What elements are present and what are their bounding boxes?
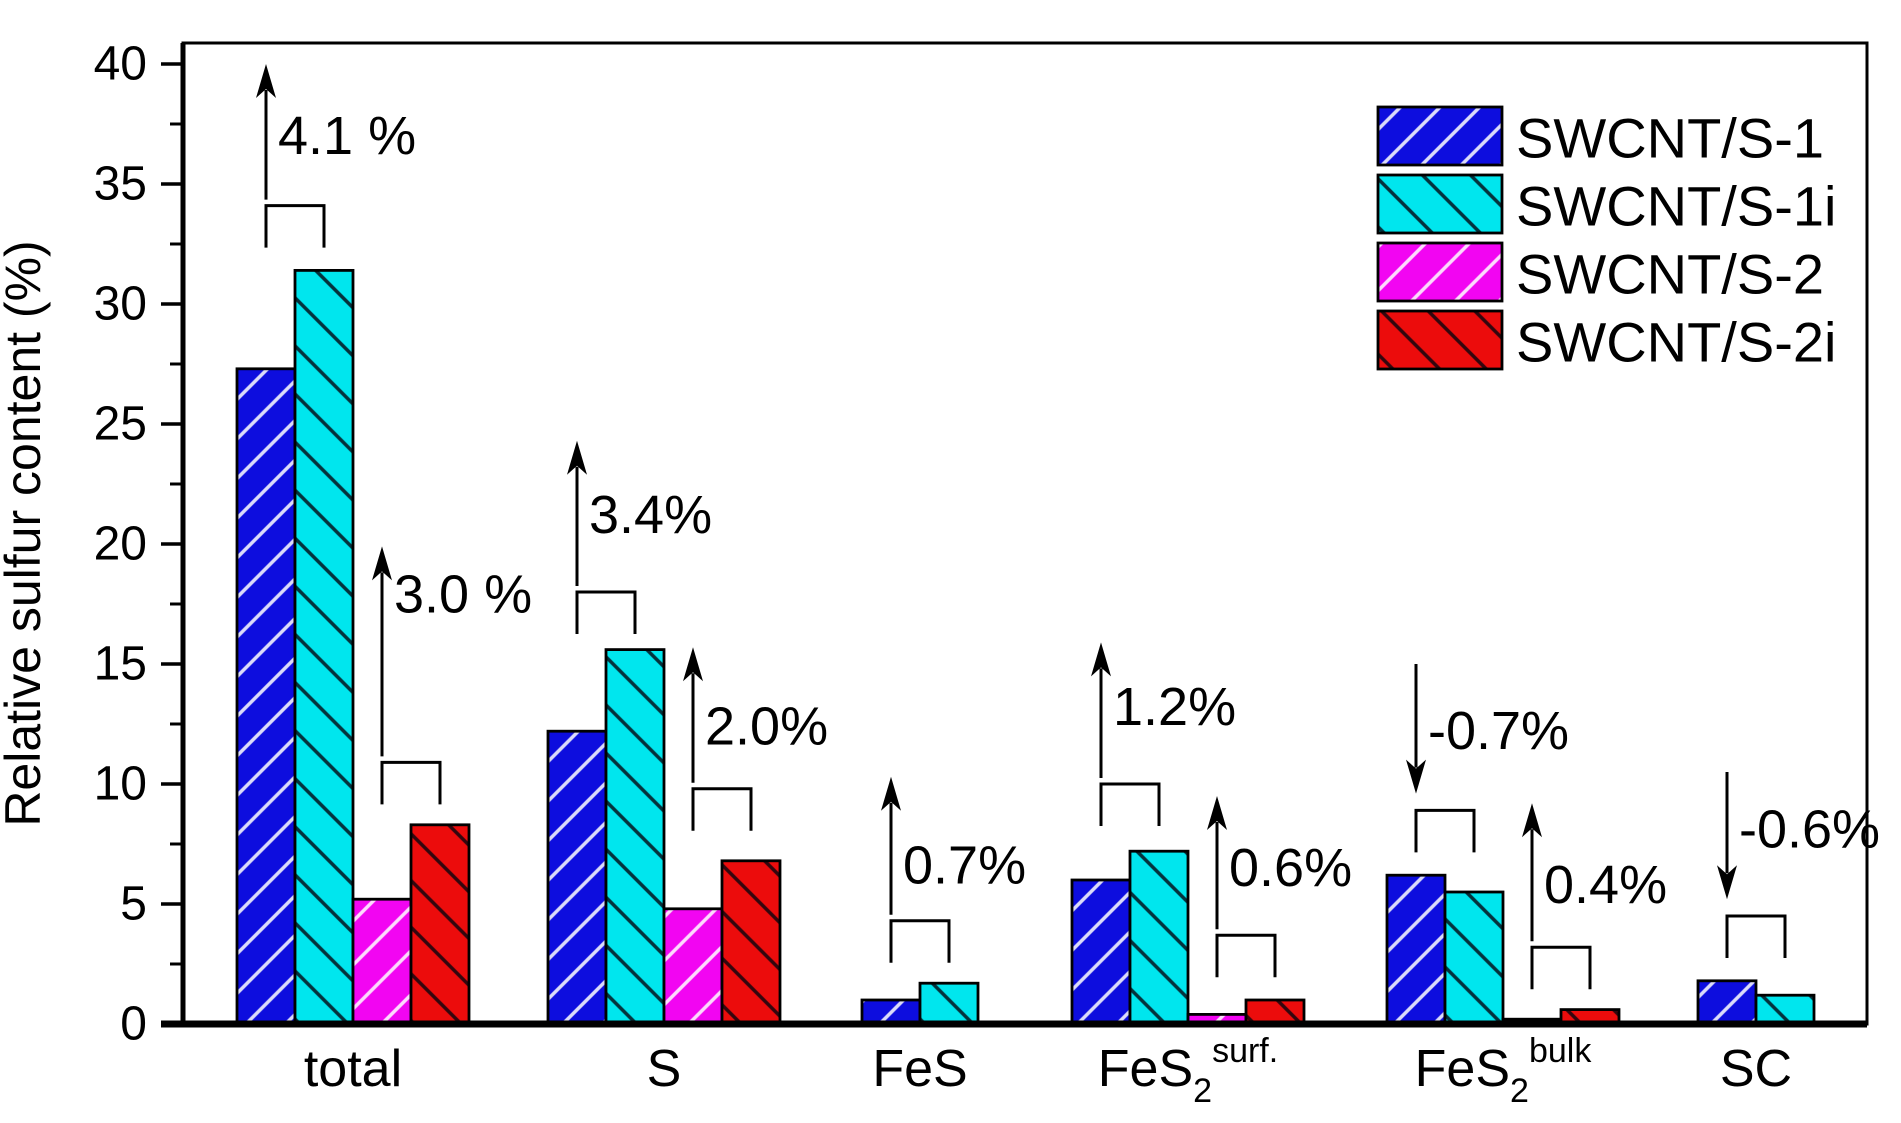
annotation-label: 0.7% (903, 836, 1026, 896)
annotation-bracket (1725, 914, 1787, 958)
annotation-label: 3.0 % (394, 564, 532, 624)
legend-swatch-swcnt-s-2i (1376, 309, 1504, 371)
y-tick-label: 30 (94, 278, 147, 331)
x-category-label-fes: FeS (872, 1040, 967, 1098)
bar-swcnt-s-1i-cat4 (1443, 890, 1505, 1026)
legend-label: SWCNT/S-1 (1516, 107, 1824, 170)
bar-swcnt-s-1-cat2 (860, 998, 922, 1026)
y-axis: 0 5 10 15 20 25 30 35 40 (94, 38, 183, 1051)
annotation-arrowhead-down (1717, 865, 1737, 900)
annotation-label: 0.4% (1544, 855, 1667, 915)
bar-swcnt-s-1-cat4 (1385, 873, 1447, 1026)
bar-swcnt-s-2i-cat3 (1244, 998, 1306, 1026)
y-tick-label: 10 (94, 758, 147, 811)
y-tick-label: 35 (94, 158, 147, 211)
bars (235, 268, 1816, 1026)
bar-swcnt-s-1i-cat0 (293, 268, 355, 1026)
bar-swcnt-s-1i-cat3 (1128, 849, 1190, 1026)
annotation-label: 3.4% (589, 485, 712, 545)
bar-swcnt-s-1i-cat2 (918, 981, 980, 1026)
annotation-arrowhead-up (567, 440, 587, 475)
annotation-arrowhead-up (881, 776, 901, 811)
annotation-label: 1.2% (1113, 677, 1236, 737)
annotation-bracket (1414, 808, 1476, 853)
y-tick-label: 40 (94, 38, 147, 91)
annotation-label: 0.6% (1229, 838, 1352, 898)
bar-swcnt-s-1-cat0 (235, 367, 297, 1026)
annotation-arrowhead-up (1091, 642, 1111, 677)
annotation-bracket (575, 590, 637, 634)
y-tick-label: 15 (94, 638, 147, 691)
legend-label: SWCNT/S-2 (1516, 243, 1824, 306)
x-category-label-sc: SC (1720, 1040, 1792, 1098)
bar-swcnt-s-1-cat3 (1070, 878, 1132, 1026)
bar-swcnt-s-2i-cat1 (720, 859, 782, 1026)
bar-swcnt-s-1i-cat5 (1754, 993, 1816, 1026)
legend-swatch-swcnt-s-1i (1376, 173, 1504, 235)
bar-swcnt-s-2-cat0 (351, 897, 413, 1026)
annotation-bracket (889, 919, 951, 963)
legend-swatch-swcnt-s-1 (1376, 105, 1504, 167)
bar-swcnt-s-1-cat1 (546, 729, 608, 1026)
annotation-arrowhead-up (256, 64, 276, 98)
bar-swcnt-s-1-cat5 (1696, 979, 1758, 1026)
annotation-bracket (1530, 945, 1592, 990)
annotations: 4.1 % 3.0 % 3.4% 2.0% 0.7% 1.2% 0.6% -0.7% 0.4% -… (256, 64, 1880, 990)
y-tick-label: 0 (120, 998, 147, 1051)
legend-swatch-swcnt-s-2 (1376, 241, 1504, 303)
x-axis-labels: total S FeS FeS2surf. FeS2bulk SC (304, 1032, 1792, 1110)
x-category-label-fessurf.: FeS2surf. (1098, 1032, 1278, 1110)
annotation-arrowhead-down (1406, 759, 1426, 794)
annotation-label: 2.0% (705, 696, 828, 756)
annotation-label: 4.1 % (278, 106, 416, 166)
annotation-arrowhead-up (683, 647, 703, 682)
legend-label: SWCNT/S-2i (1516, 311, 1836, 374)
annotation-bracket (1215, 933, 1277, 978)
x-category-label-s: S (647, 1040, 682, 1098)
bar-swcnt-s-2i-cat0 (409, 823, 471, 1026)
annotation-bracket (264, 204, 326, 248)
annotation-bracket (380, 760, 442, 805)
y-axis-title: Relative sulfur content (%) (0, 240, 51, 826)
annotation-label: -0.6% (1739, 800, 1880, 860)
annotation-bracket (1099, 782, 1161, 826)
bar-swcnt-s-1i-cat1 (604, 648, 666, 1026)
annotation-bracket (691, 787, 753, 831)
annotation-arrowhead-up (1207, 796, 1227, 830)
annotation-label: -0.7% (1428, 701, 1569, 761)
x-category-label-total: total (304, 1040, 402, 1098)
legend-label: SWCNT/S-1i (1516, 175, 1836, 238)
y-tick-label: 25 (94, 398, 147, 451)
bar-swcnt-s-2-cat1 (662, 907, 724, 1026)
annotation-arrowhead-up (1522, 803, 1542, 838)
y-tick-label: 20 (94, 518, 147, 571)
annotation-arrowhead-up (372, 546, 392, 581)
x-category-label-fesbulk: FeS2bulk (1415, 1032, 1593, 1110)
y-tick-label: 5 (120, 878, 147, 931)
